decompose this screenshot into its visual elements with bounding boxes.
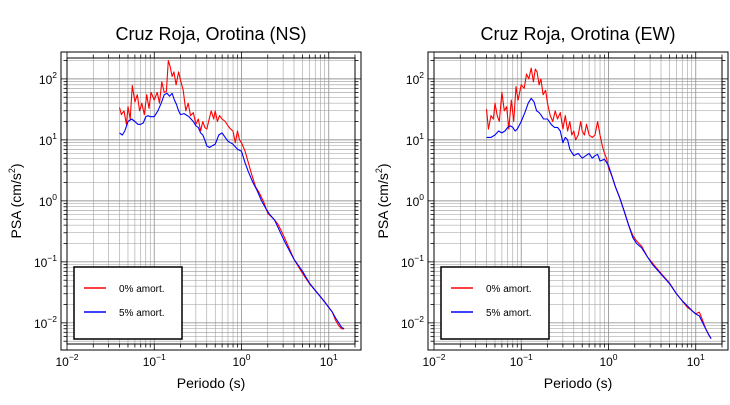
y-axis-label-main: PSA (cm/s: [8, 173, 24, 238]
y-tick-label-exponent: −1: [414, 253, 424, 263]
y-tick-label-base: 10: [401, 317, 415, 331]
chart-title: Cruz Roja, Orotina (NS): [115, 24, 306, 44]
x-tick-label-base: 10: [55, 355, 69, 369]
y-tick-label-base: 10: [39, 195, 53, 209]
y-tick-label-exponent: −2: [414, 314, 424, 324]
y-tick-label-exponent: 0: [52, 192, 57, 202]
legend-label-2: 5% amort.: [486, 308, 532, 319]
y-tick-label-exponent: 1: [52, 131, 57, 141]
x-tick-label-exponent: 1: [700, 352, 705, 362]
y-axis-label: PSA (cm/s2): [374, 163, 391, 238]
legend-box: [73, 266, 183, 340]
x-tick-label-base: 10: [320, 355, 334, 369]
y-axis-label: PSA (cm/s2): [7, 163, 24, 238]
y-tick-label: 102: [39, 70, 57, 87]
y-tick-label-base: 10: [39, 73, 53, 87]
y-tick-label-exponent: −2: [47, 314, 57, 324]
y-axis-label-superscript: 2: [7, 168, 17, 173]
legend: 0% amort. 5% amort.: [440, 266, 550, 340]
x-tick-label-exponent: 1: [333, 352, 338, 362]
y-tick-label-base: 10: [406, 73, 420, 87]
x-tick-label-exponent: 0: [613, 352, 618, 362]
y-tick-label-exponent: 2: [52, 70, 57, 80]
y-tick-label: 10−2: [34, 314, 57, 331]
x-axis-label: Periodo (s): [544, 375, 612, 391]
series-line-2: [119, 92, 345, 330]
y-tick-label: 10−1: [401, 253, 424, 270]
y-tick-label-exponent: 0: [419, 192, 424, 202]
x-tick-label-base: 10: [143, 355, 157, 369]
y-tick-label-base: 10: [406, 195, 420, 209]
x-tick-label: 101: [320, 352, 338, 369]
x-tick-label-base: 10: [232, 355, 246, 369]
legend-label-2: 5% amort.: [119, 308, 165, 319]
x-tick-label: 101: [687, 352, 705, 369]
y-axis-label-tail: ): [375, 163, 391, 168]
y-tick-label: 100: [39, 192, 57, 209]
x-tick-label-exponent: −2: [436, 352, 446, 362]
y-tick-label: 101: [39, 131, 57, 148]
x-tick-label: 10−1: [510, 352, 533, 369]
x-tick-label-base: 10: [599, 355, 613, 369]
frame-ticks: [428, 52, 728, 350]
x-tick-label: 100: [599, 352, 617, 369]
x-tick-label: 100: [232, 352, 250, 369]
x-tick-label: 10−1: [143, 352, 166, 369]
x-tick-label-base: 10: [687, 355, 701, 369]
legend-box: [440, 266, 550, 340]
series-group: [118, 59, 345, 330]
series-line-1: [118, 59, 345, 330]
y-tick-label: 10−1: [34, 253, 57, 270]
y-tick-label: 102: [406, 70, 424, 87]
chart-title: Cruz Roja, Orotina (EW): [480, 24, 675, 44]
x-tick-label-exponent: −1: [156, 352, 166, 362]
legend-label-1: 0% amort.: [486, 284, 532, 295]
x-tick-label-exponent: −1: [523, 352, 533, 362]
series-line-2: [486, 97, 712, 339]
y-tick-label: 10−2: [401, 314, 424, 331]
y-tick-label-base: 10: [401, 256, 415, 270]
legend-label-1: 0% amort.: [119, 284, 165, 295]
y-tick-label-base: 10: [39, 134, 53, 148]
y-tick-label-exponent: −1: [47, 253, 57, 263]
frame-ticks: [61, 52, 361, 350]
y-axis-label-tail: ): [8, 163, 24, 168]
y-tick-label-base: 10: [406, 134, 420, 148]
x-tick-label-base: 10: [422, 355, 436, 369]
series-group: [485, 67, 712, 339]
y-axis-label-main: PSA (cm/s: [375, 173, 391, 238]
y-tick-label: 100: [406, 192, 424, 209]
x-tick-label-exponent: −2: [69, 352, 79, 362]
x-axis-label: Periodo (s): [177, 375, 245, 391]
y-tick-label-base: 10: [34, 256, 48, 270]
legend: 0% amort. 5% amort.: [73, 266, 183, 340]
y-axis-label-superscript: 2: [374, 168, 384, 173]
x-tick-label-base: 10: [510, 355, 524, 369]
y-tick-label: 101: [406, 131, 424, 148]
y-tick-label-exponent: 1: [419, 131, 424, 141]
y-tick-label-exponent: 2: [419, 70, 424, 80]
x-tick-label: 10−2: [422, 352, 445, 369]
x-tick-label-exponent: 0: [246, 352, 251, 362]
y-tick-label-base: 10: [34, 317, 48, 331]
x-tick-label: 10−2: [55, 352, 78, 369]
